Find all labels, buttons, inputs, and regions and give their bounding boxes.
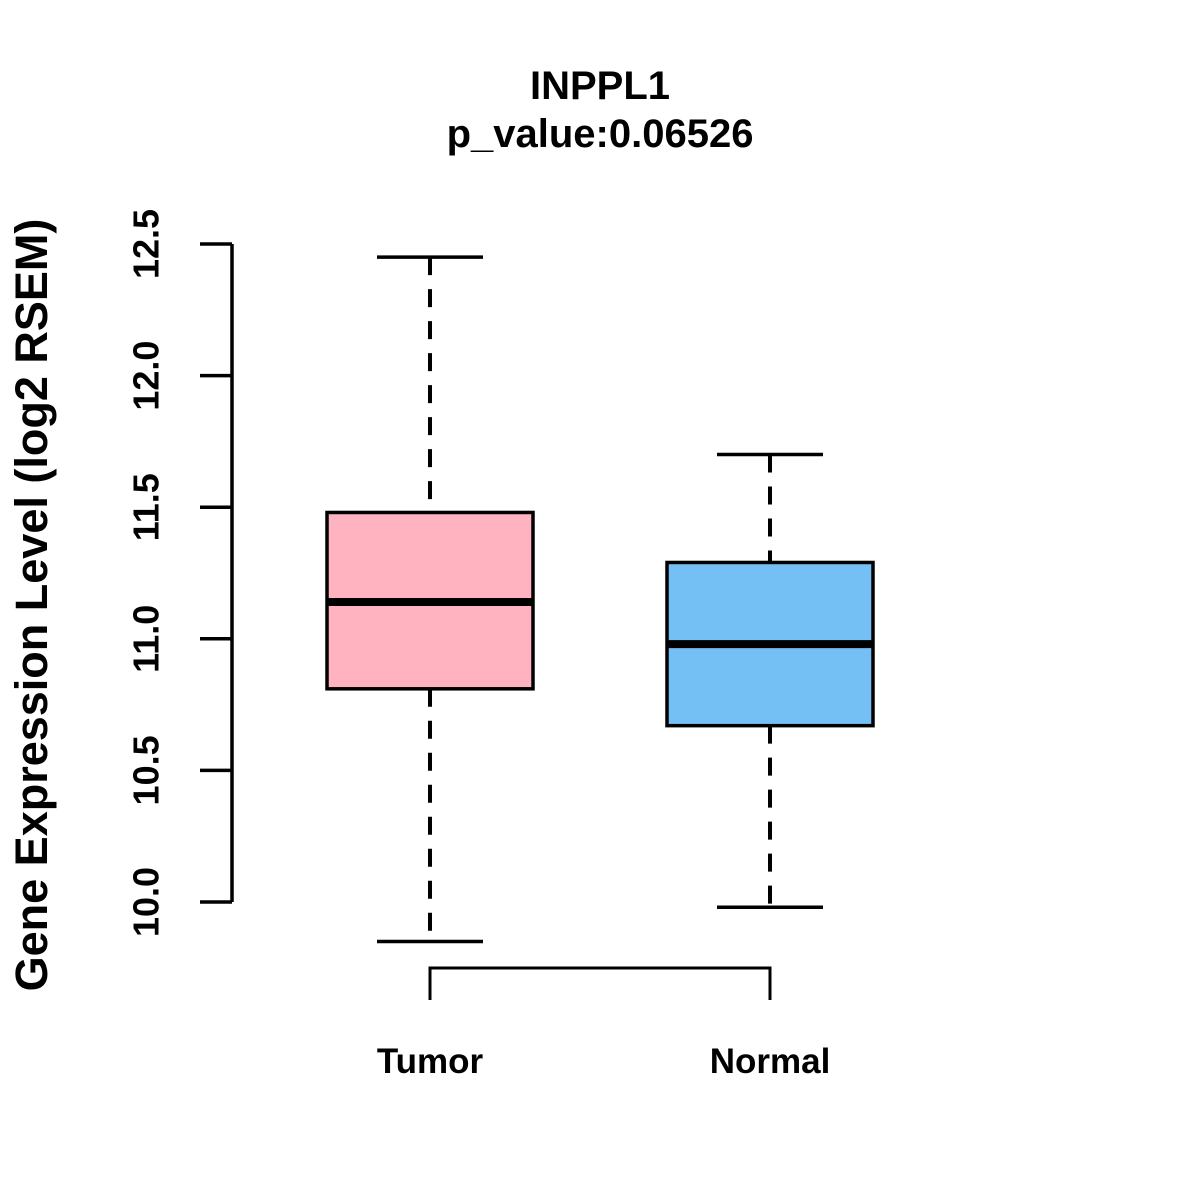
y-tick-label: 10.0 — [126, 867, 167, 937]
y-tick-label: 11.0 — [126, 605, 167, 673]
x-axis-bracket — [428, 966, 772, 1000]
y-tick-label: 12.5 — [126, 209, 167, 279]
y-tick-label: 12.0 — [126, 341, 167, 411]
x-category-label-normal: Normal — [710, 1042, 831, 1081]
x-category-label-tumor: Tumor — [377, 1042, 484, 1081]
chart-title: INPPL1 — [529, 64, 671, 108]
chart-subtitle: p_value:0.06526 — [446, 112, 754, 156]
y-tick-label: 11.5 — [126, 473, 167, 541]
y-tick-label: 10.5 — [126, 735, 167, 805]
